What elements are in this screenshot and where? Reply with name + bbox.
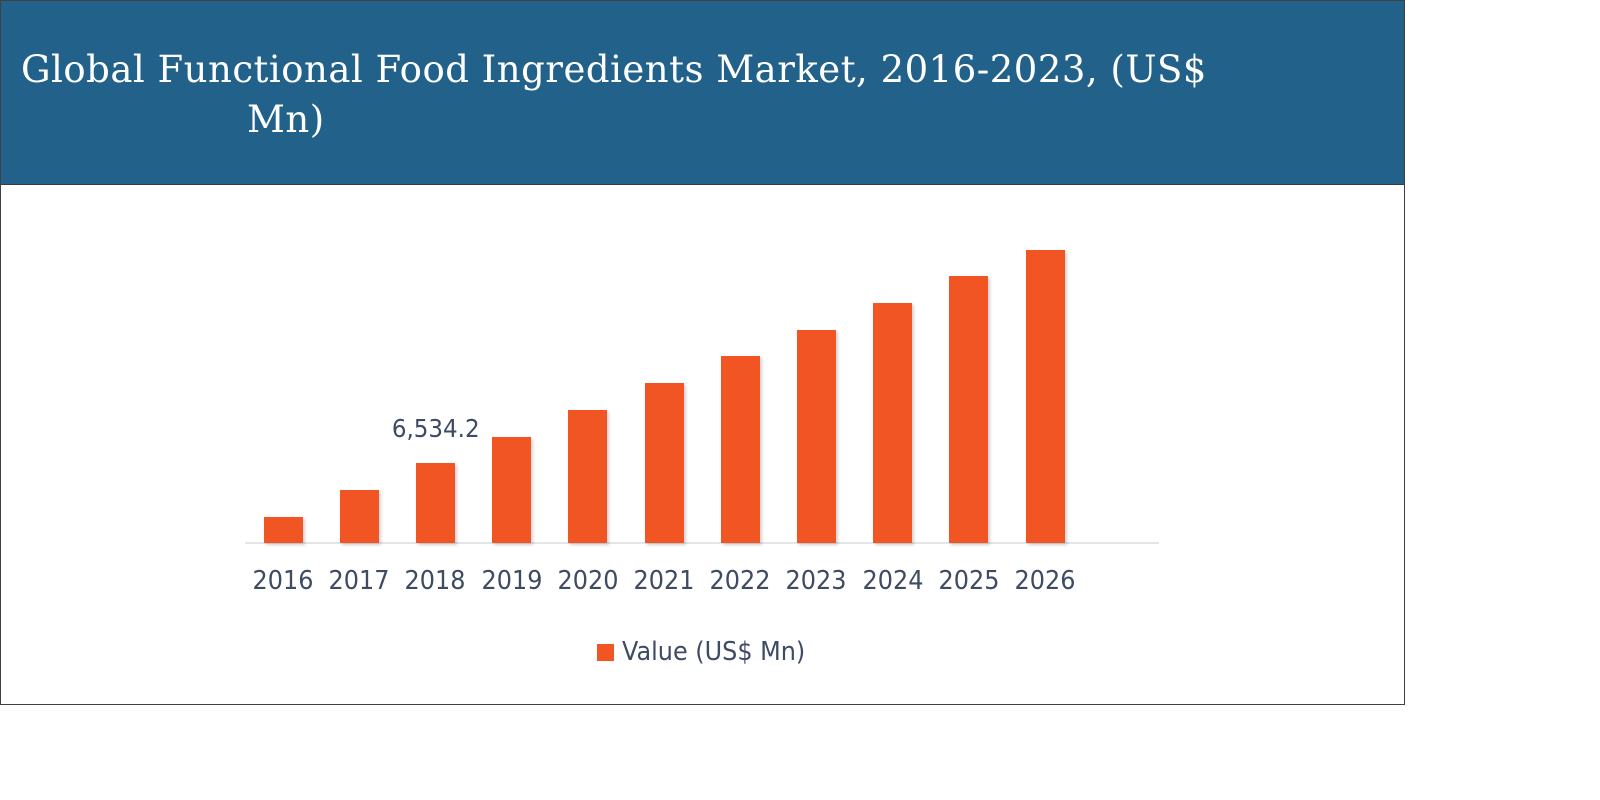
bar-2018 [415,463,455,543]
bar-2017 [339,490,379,543]
data-label-2018: 6,534.2 [391,414,480,443]
x-tick-label-2024: 2024 [862,566,924,596]
x-axis-line [245,542,1159,544]
x-tick-label-2019: 2019 [481,566,543,596]
x-tick-label-2023: 2023 [785,566,847,596]
bar-2020 [568,410,608,543]
x-tick-label-2016: 2016 [252,566,314,596]
legend: Value (US$ Mn) [597,637,821,667]
legend-label: Value (US$ Mn) [622,637,806,667]
x-tick-label-2020: 2020 [557,566,619,596]
bar-2016 [263,517,303,543]
x-tick-label-2021: 2021 [633,566,695,596]
legend-swatch [597,643,614,661]
x-tick-label-2022: 2022 [709,566,771,596]
title-line-1: Global Functional Food Ingredients Marke… [21,48,1207,91]
bar-2022 [720,356,760,543]
bar-2019 [492,437,532,543]
bar-2026 [1025,250,1065,543]
chart-title: Global Functional Food Ingredients Marke… [21,45,1321,145]
bar-2023 [796,330,836,543]
x-tick-label-2017: 2017 [328,566,390,596]
title-banner: Global Functional Food Ingredients Marke… [1,1,1404,185]
x-tick-label-2026: 2026 [1014,566,1076,596]
title-line-2: Mn) [247,98,325,141]
x-tick-label-2025: 2025 [938,566,1000,596]
bar-2021 [644,383,684,543]
x-tick-label-2018: 2018 [404,566,466,596]
bar-2024 [873,303,913,543]
bar-2025 [949,276,989,543]
